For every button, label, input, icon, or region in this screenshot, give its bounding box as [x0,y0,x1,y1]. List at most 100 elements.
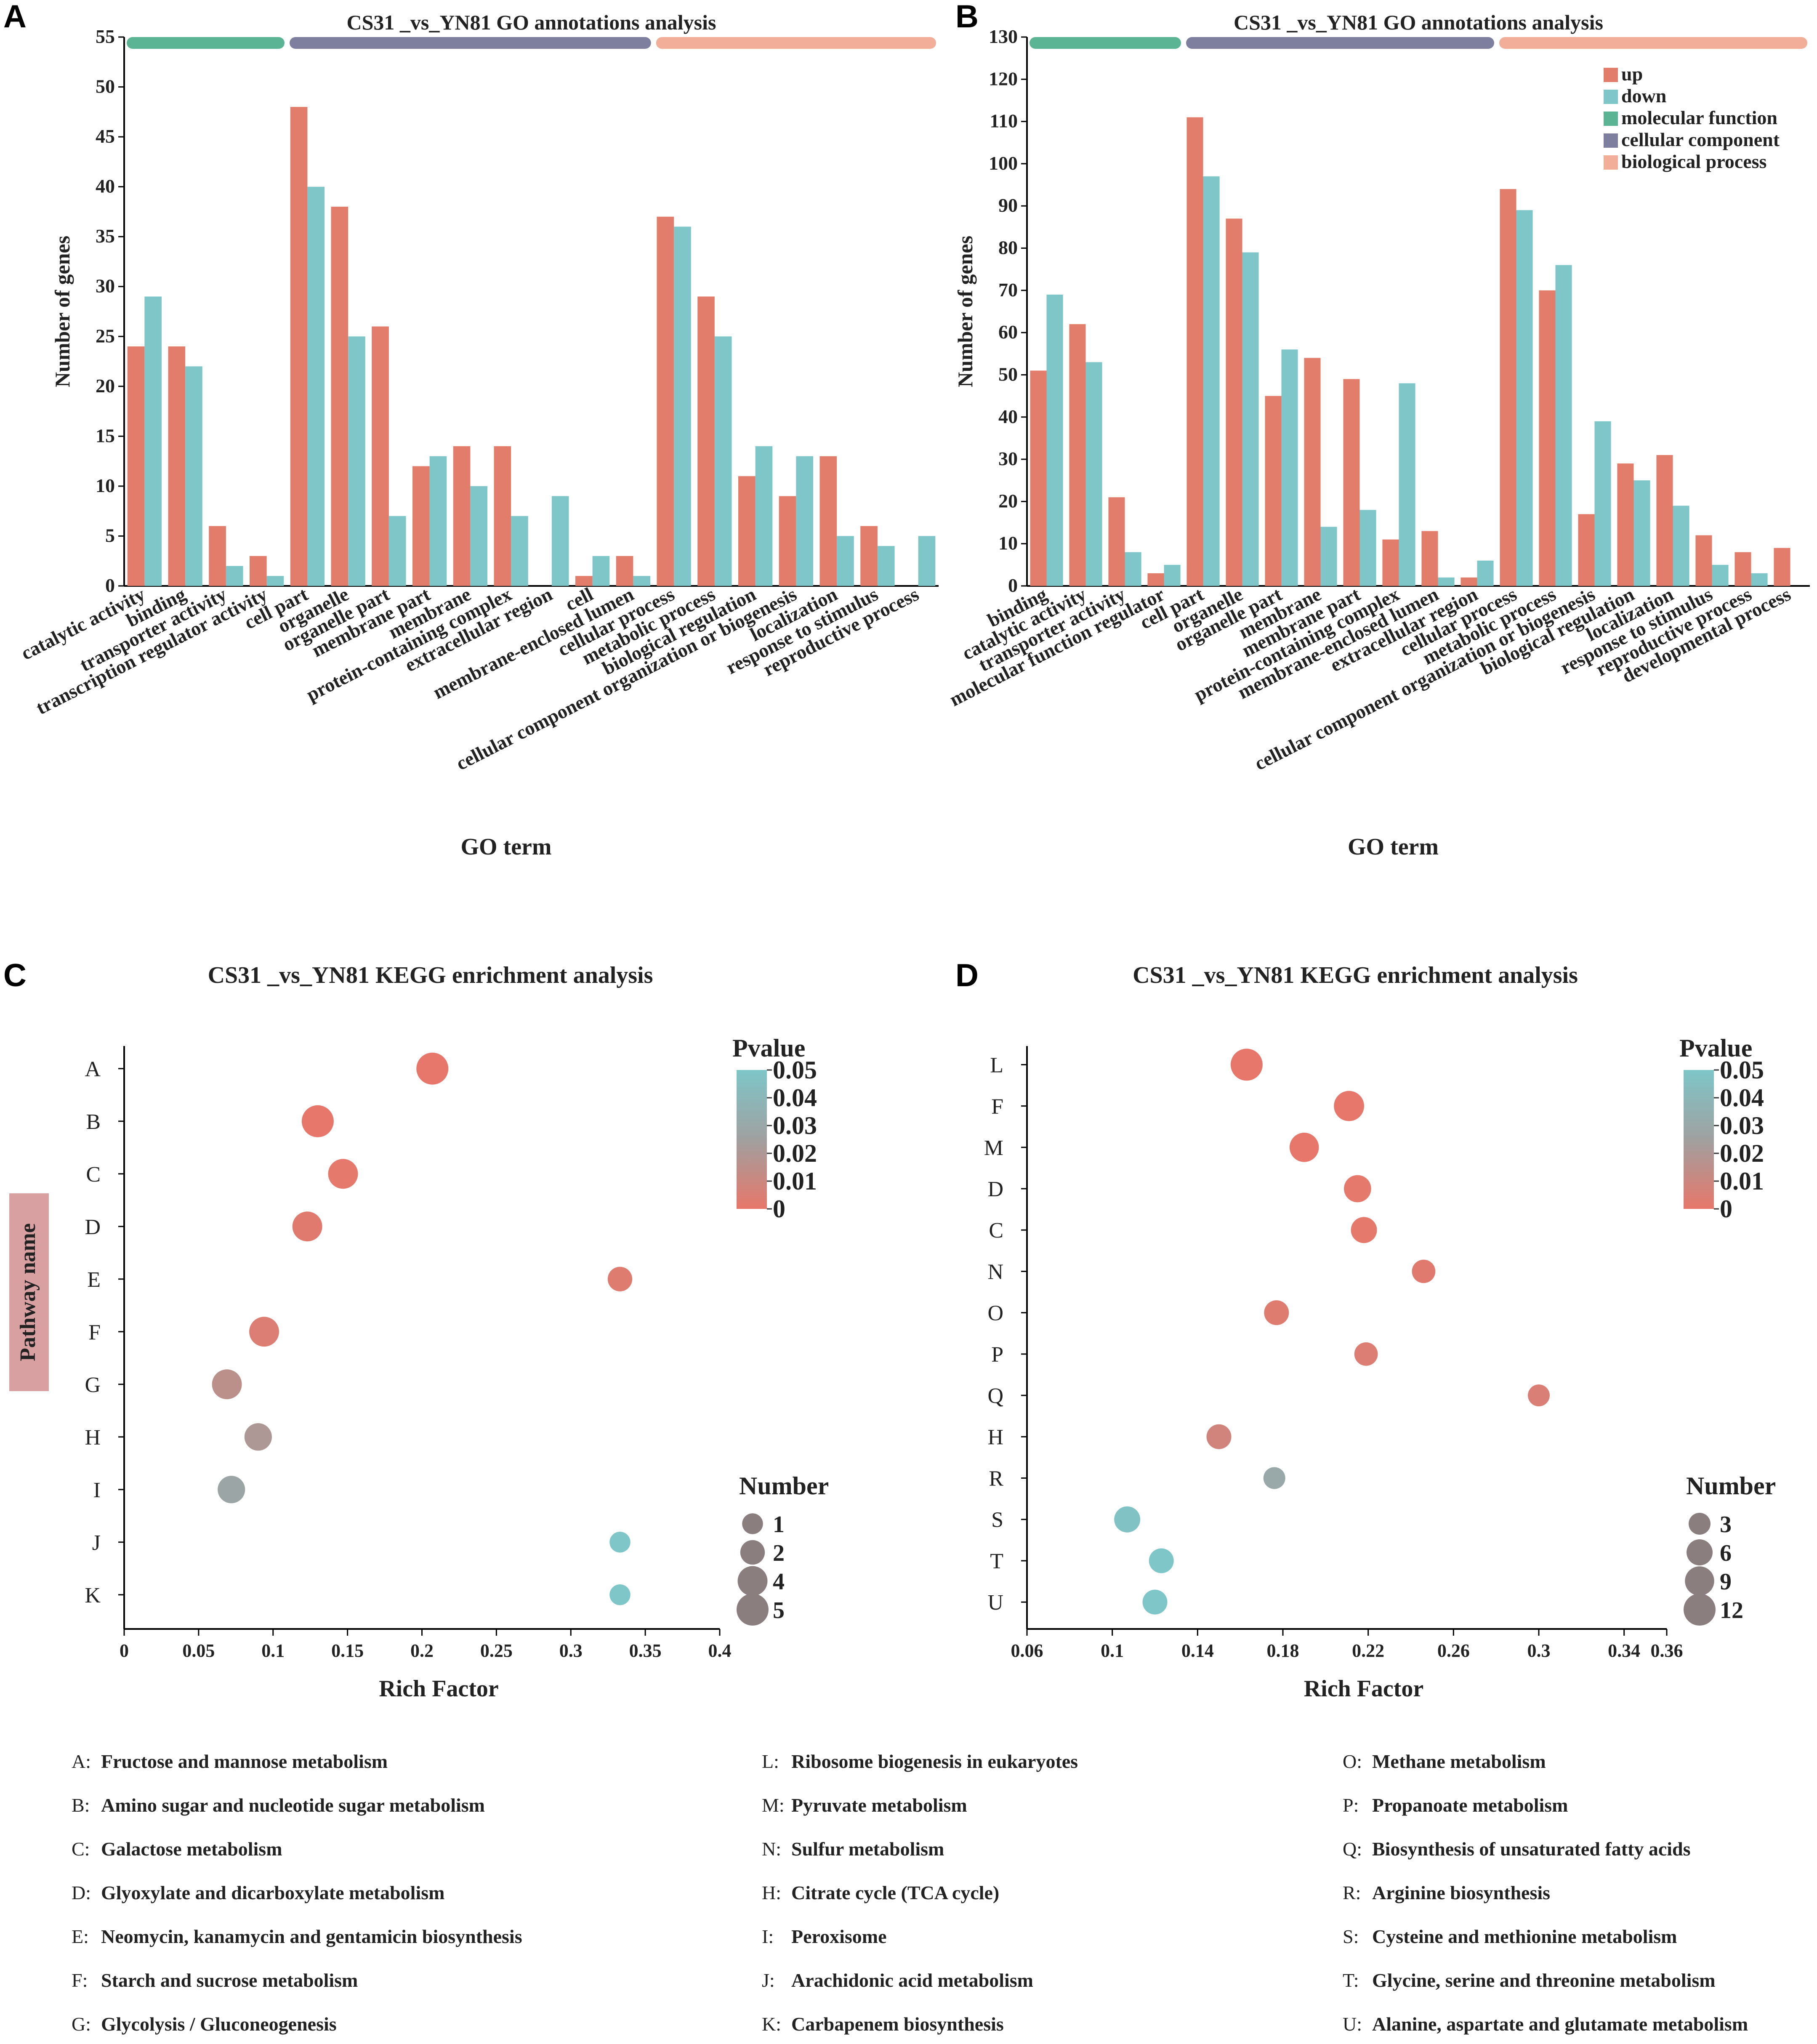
bar-up [372,326,389,586]
bar-down [1085,362,1102,586]
pathway-name: Methane metabolism [1372,1751,1546,1772]
y-tick-label: M [984,1136,1003,1160]
panel-letter-d: D [955,958,979,993]
pvalue-tick-label: 0.01 [773,1167,817,1195]
y-axis-label: Number of genes [51,236,74,387]
y-tick-label: Q [987,1384,1003,1408]
bar-down [144,296,162,586]
number-legend-dot [1685,1566,1714,1596]
bar-up [1108,497,1125,586]
bar-up [127,346,145,586]
pvalue-tick-label: 0 [773,1195,785,1223]
bar-up [412,466,430,586]
bar-up [1578,514,1595,586]
y-tick-label: G [85,1373,101,1397]
bubble-d [292,1211,322,1242]
bar-down [388,516,406,586]
pathway-code: P: [1343,1794,1359,1816]
y-tick-label: F [88,1320,101,1344]
chart-title-d: CS31 _vs_YN81 KEGG enrichment analysis [1133,962,1578,988]
bubble-n [1412,1259,1436,1283]
bar-down [1516,210,1533,586]
y-tick-label: 30 [96,275,115,297]
bar-down [714,336,732,586]
bar-down [307,186,325,586]
group-strip-molecular-function [127,37,285,49]
number-legend-dot [1689,1513,1711,1535]
y-tick-label: O [987,1301,1003,1325]
y-tick-label: H [987,1425,1003,1449]
bar-down [185,366,202,586]
legend-label: molecular function [1621,107,1777,128]
bar-down [1555,265,1572,586]
y-tick-label: 10 [998,532,1018,554]
bar-down [551,496,569,586]
pathway-name: Sulfur metabolism [791,1838,944,1860]
y-tick-label: S [991,1508,1003,1532]
bar-down [1320,527,1337,586]
bubble-b [301,1105,334,1137]
bubble-e [607,1267,633,1291]
pathway-name: Fructose and mannose metabolism [101,1751,388,1772]
y-tick-label: H [85,1426,101,1450]
y-tick-label: F [991,1095,1003,1119]
number-legend-label: 1 [773,1512,785,1538]
x-tick-label: 0.05 [182,1640,215,1661]
y-tick-label: 15 [96,425,115,446]
x-tick-label: 0.26 [1437,1640,1470,1661]
number-legend-dot [1684,1594,1716,1626]
y-tick-label: D [987,1177,1003,1201]
pvalue-tick-label: 0.03 [773,1112,817,1139]
bar-up [1774,548,1790,586]
pvalue-tick-label: 0.05 [773,1056,817,1084]
bubble-s [1114,1506,1141,1533]
pathway-name: Pyruvate metabolism [791,1794,967,1816]
pvalue-colorbar [737,1070,767,1209]
x-tick-label: 0.4 [708,1640,732,1661]
pathway-name: Peroxisome [791,1926,887,1947]
pathway-name: Citrate cycle (TCA cycle) [791,1882,1000,1903]
x-axis-label: Rich Factor [1304,1676,1424,1702]
bar-down [1438,577,1455,586]
x-tick-label: 0.22 [1352,1640,1384,1661]
bubble-t [1149,1548,1174,1573]
number-legend-label: 12 [1720,1597,1743,1623]
bar-up [1461,577,1477,586]
group-strip-biological-process [656,37,936,49]
pathway-code: S: [1343,1926,1359,1947]
legend-swatch [1604,112,1618,126]
number-legend-dot [737,1566,768,1596]
legend-label: up [1621,63,1643,85]
pathway-key-item: D: Glyoxylate and dicarboxylate metabolis… [72,1882,444,1904]
pathway-name: Glyoxylate and dicarboxylate metabolism [101,1882,445,1903]
pathway-code: F: [72,1969,88,1991]
bar-down [1242,252,1259,586]
bubble-a [416,1052,449,1085]
bar-down [837,536,854,586]
pvalue-tick-label: 0.03 [1720,1112,1764,1139]
pathway-key-item: F: Starch and sucrose metabolism [72,1969,358,1991]
pathway-key-item: E: Neomycin, kanamycin and gentamicin bio… [72,1925,522,1948]
y-tick-label: 10 [96,475,115,496]
pvalue-tick-label: 0.01 [1720,1167,1764,1195]
number-legend-dot [737,1594,769,1626]
pathway-name: Arachidonic acid metabolism [791,1969,1033,1991]
chart-title-c: CS31 _vs_YN81 KEGG enrichment analysis [208,962,653,988]
y-tick-label: 20 [96,375,115,397]
y-tick-label: B [86,1110,101,1134]
bar-up [1343,379,1360,586]
pathway-name: Amino sugar and nucleotide sugar metabol… [101,1794,485,1816]
pathway-name: Ribosome biogenesis in eukaryotes [791,1751,1078,1772]
pathway-key-item: R: Arginine biosynthesis [1343,1882,1550,1904]
bar-up [616,556,633,586]
bar-down [429,456,447,586]
bar-up [657,216,674,586]
legend-label: cellular component [1621,129,1780,150]
bar-down [1164,564,1181,586]
bar-up [1500,189,1516,586]
bar-down [1399,383,1415,586]
bar-up [331,207,349,586]
number-legend-label: 3 [1720,1512,1732,1538]
pathway-name: Glycine, serine and threonine metabolism [1372,1969,1716,1991]
bar-down [918,536,936,586]
